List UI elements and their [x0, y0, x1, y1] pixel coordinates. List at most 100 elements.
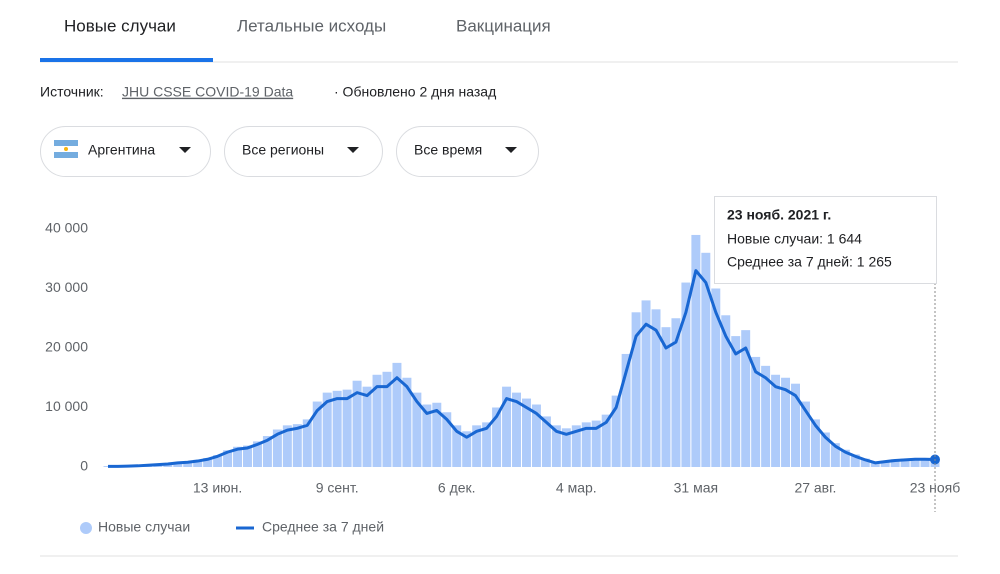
bar — [442, 412, 452, 467]
bar — [870, 461, 880, 467]
tooltip-line: Среднее за 7 дней: 1 265 — [727, 254, 892, 270]
filter-label: Аргентина — [88, 142, 155, 158]
bar — [173, 462, 183, 467]
bar — [521, 398, 531, 467]
y-tick-label: 0 — [80, 458, 88, 474]
filter[interactable] — [396, 126, 539, 177]
bar — [890, 459, 900, 467]
bar — [482, 422, 492, 467]
tab[interactable]: Вакцинация — [456, 16, 551, 35]
bar — [332, 390, 342, 467]
bar — [661, 327, 671, 467]
bar — [671, 318, 681, 467]
dropdown-arrow — [347, 147, 359, 153]
bar — [681, 282, 691, 467]
bar — [711, 288, 721, 467]
bar — [621, 353, 631, 467]
bar — [183, 461, 193, 467]
bar — [223, 450, 233, 467]
bar — [402, 377, 412, 467]
bar — [810, 419, 820, 467]
bar — [731, 336, 741, 467]
source-link[interactable]: JHU CSSE COVID-19 Data — [122, 84, 293, 100]
bar — [452, 425, 462, 467]
bar — [551, 425, 561, 467]
bar — [272, 429, 282, 467]
bar — [591, 420, 601, 467]
bar — [372, 374, 382, 467]
x-tick-label: 4 мар. — [556, 480, 597, 496]
bar — [571, 425, 581, 467]
bar — [233, 446, 243, 467]
filter[interactable] — [224, 126, 383, 177]
filter-label: Все регионы — [242, 142, 324, 158]
tab[interactable]: Новые случаи — [64, 16, 176, 35]
x-tick-label: 6 дек. — [438, 480, 476, 496]
bar — [771, 374, 781, 467]
x-tick-label: 9 сент. — [316, 480, 359, 496]
bar — [392, 362, 402, 467]
dropdown-arrow — [505, 147, 517, 153]
bar — [920, 458, 930, 467]
bar — [282, 425, 292, 467]
bar — [382, 371, 392, 467]
bar — [422, 404, 432, 467]
bar — [352, 380, 362, 467]
bar — [840, 449, 850, 467]
legend-label: Новые случаи — [98, 519, 190, 535]
x-tick-label: 31 мая — [674, 480, 718, 496]
bar — [492, 407, 502, 467]
legend-label: Среднее за 7 дней — [262, 519, 384, 535]
tooltip-title: 23 нояб. 2021 г. — [727, 207, 831, 223]
bar — [561, 428, 571, 467]
bar — [362, 386, 372, 467]
legend-marker — [80, 522, 92, 534]
bar — [860, 458, 870, 467]
bar — [900, 458, 910, 467]
bar — [820, 432, 830, 467]
chart: 0 10 000 20 000 30 000 40 000 13 июн. 9 сент. 6… — [45, 220, 960, 535]
bar — [203, 458, 213, 467]
tab[interactable]: Летальные исходы — [237, 16, 386, 35]
bar — [462, 431, 472, 467]
y-tick-label: 10 000 — [45, 398, 88, 414]
y-tick-label: 40 000 — [45, 220, 88, 236]
bar — [193, 459, 203, 467]
bar — [502, 386, 512, 467]
bar — [342, 389, 352, 467]
bar — [302, 419, 312, 467]
y-tick-label: 20 000 — [45, 339, 88, 355]
tab-indicator — [40, 58, 213, 62]
bar — [262, 436, 272, 467]
bar — [641, 300, 651, 467]
filter-label: Все время — [414, 142, 482, 158]
bar — [412, 392, 422, 467]
bar — [751, 356, 761, 467]
bar — [541, 416, 551, 467]
bar — [800, 401, 810, 467]
bar — [512, 392, 522, 467]
bar — [322, 392, 332, 467]
bar — [761, 365, 771, 467]
source-label: Источник: — [40, 84, 104, 100]
filter[interactable] — [40, 126, 211, 177]
bar — [910, 458, 920, 467]
bar — [850, 454, 860, 467]
x-tick-label: 27 авг. — [794, 480, 836, 496]
flag — [64, 147, 68, 151]
bar — [611, 395, 621, 467]
bar — [531, 404, 541, 467]
bar — [721, 315, 731, 467]
bar — [741, 330, 751, 467]
tooltip-line: Новые случаи: 1 644 — [727, 231, 862, 247]
bar — [631, 312, 641, 467]
bar — [292, 424, 302, 467]
bar — [791, 383, 800, 467]
bar — [830, 443, 840, 467]
updated: · Обновлено 2 дня назад — [334, 84, 496, 100]
bar — [601, 414, 611, 467]
bar — [691, 234, 701, 467]
line — [108, 269, 936, 468]
x-tick-label: 13 июн. — [193, 480, 242, 496]
